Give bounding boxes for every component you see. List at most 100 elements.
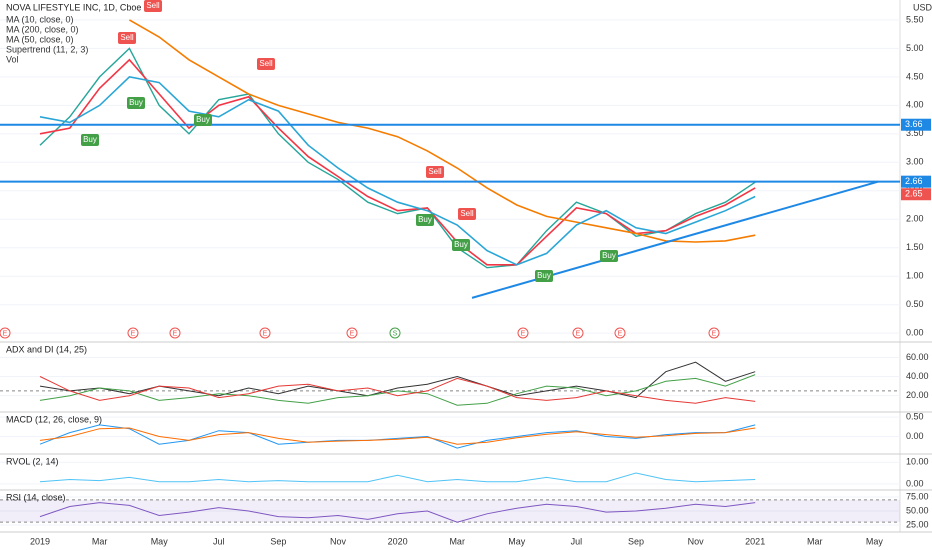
event-marker: [708, 327, 720, 339]
signal-label: Buy: [83, 135, 97, 144]
y-tick-label: 50.00: [906, 505, 929, 515]
y-tick-label: 5.50: [906, 14, 924, 24]
event-label: E: [618, 330, 623, 337]
x-tick-label: 2019: [30, 536, 50, 546]
y-tick-label: 0.00: [906, 431, 924, 441]
y-tick-label: 0.00: [906, 328, 924, 338]
signal-badge: [600, 250, 618, 262]
signal-badge: [452, 239, 470, 251]
x-tick-label: May: [151, 536, 169, 546]
event-marker: [614, 327, 626, 339]
y-tick-label: 4.50: [906, 71, 924, 81]
signal-label: Buy: [537, 271, 551, 280]
event-label: E: [173, 330, 178, 337]
event-label: E: [263, 330, 268, 337]
y-tick-label: 0.50: [906, 411, 924, 421]
price-line: [39, 47, 756, 269]
x-tick-label: Jul: [571, 536, 583, 546]
signal-label: Buy: [196, 115, 210, 124]
chart-title: NOVA LIFESTYLE INC, 1D, Cboe BZX: [6, 2, 161, 12]
series-line: [39, 502, 756, 523]
event-label: E: [3, 330, 8, 337]
y-tick-label: 3.00: [906, 157, 924, 167]
signal-badge: [118, 32, 136, 44]
pane-title: RSI (14, close): [6, 492, 66, 502]
event-marker: [169, 327, 181, 339]
x-tick-label: May: [508, 536, 526, 546]
event-marker: [346, 327, 358, 339]
event-marker: [389, 327, 401, 339]
series-line: [39, 76, 756, 266]
y-tick-label: 20.00: [906, 390, 929, 400]
signal-badge: [127, 97, 145, 109]
legend-entry: Supertrend (11, 2, 3): [6, 44, 88, 54]
legend-entry: MA (10, close, 0): [6, 14, 74, 24]
x-tick-label: Mar: [807, 536, 823, 546]
signal-badge: [257, 58, 275, 70]
signal-badge: [458, 208, 476, 220]
series-line: [39, 427, 756, 445]
event-label: E: [712, 330, 717, 337]
x-tick-label: Jul: [213, 536, 225, 546]
x-tick-label: Nov: [688, 536, 705, 546]
signal-label: Buy: [418, 215, 432, 224]
currency-label: USD: [913, 2, 932, 12]
series-line: [39, 376, 756, 404]
series-line: [39, 374, 756, 406]
signal-badge: [416, 214, 434, 226]
signal-badge: [194, 114, 212, 126]
legend-entry: MA (50, close, 0): [6, 34, 74, 44]
signal-label: Sell: [460, 209, 474, 218]
event-marker: [127, 327, 139, 339]
event-label: E: [131, 330, 136, 337]
x-tick-label: Sep: [628, 536, 644, 546]
signal-label: Sell: [146, 1, 160, 10]
y-tick-label: 0.50: [906, 299, 924, 309]
y-tick-label: 2.00: [906, 214, 924, 224]
last-price-tag: [901, 188, 931, 201]
x-tick-label: May: [866, 536, 884, 546]
x-tick-label: 2021: [745, 536, 765, 546]
y-tick-label: 0.00: [906, 478, 924, 488]
legend-entry: Vol: [6, 54, 19, 64]
price-tag-label: 2.66: [905, 176, 923, 186]
signal-badge: [81, 134, 99, 146]
price-tag: [901, 175, 931, 188]
series-line: [129, 19, 756, 243]
signal-label: Sell: [120, 33, 134, 42]
signal-badge: [144, 0, 162, 12]
event-marker: [517, 327, 529, 339]
event-marker: [0, 327, 11, 339]
signal-badge: [535, 270, 553, 282]
y-tick-label: 60.00: [906, 352, 929, 362]
y-tick-label: 1.00: [906, 271, 924, 281]
signal-label: Buy: [129, 98, 143, 107]
y-tick-label: 25.00: [906, 519, 929, 529]
price-tag-label: 3.66: [905, 119, 923, 129]
x-tick-label: 2020: [388, 536, 408, 546]
last-price-label: 2.65: [905, 189, 923, 199]
price-tag: [901, 118, 931, 131]
pane-title: MACD (12, 26, close, 9): [6, 414, 102, 424]
x-tick-label: Mar: [449, 536, 465, 546]
legend-entry: MA (200, close, 0): [6, 24, 79, 34]
y-tick-label: 3.50: [906, 128, 924, 138]
y-tick-label: 1.50: [906, 242, 924, 252]
event-label: S: [393, 330, 398, 337]
signal-badge: [426, 166, 444, 178]
y-tick-label: 4.00: [906, 100, 924, 110]
series-line: [39, 424, 756, 449]
event-label: E: [350, 330, 355, 337]
pane-title: RVOL (2, 14): [6, 456, 59, 466]
y-tick-label: 10.00: [906, 457, 929, 467]
x-tick-label: Nov: [330, 536, 347, 546]
x-tick-label: Sep: [270, 536, 286, 546]
series-line: [39, 472, 756, 483]
x-tick-label: Mar: [92, 536, 108, 546]
y-tick-label: 75.00: [906, 491, 929, 501]
signal-label: Buy: [602, 251, 616, 260]
event-marker: [572, 327, 584, 339]
pane-title: ADX and DI (14, 25): [6, 344, 87, 354]
